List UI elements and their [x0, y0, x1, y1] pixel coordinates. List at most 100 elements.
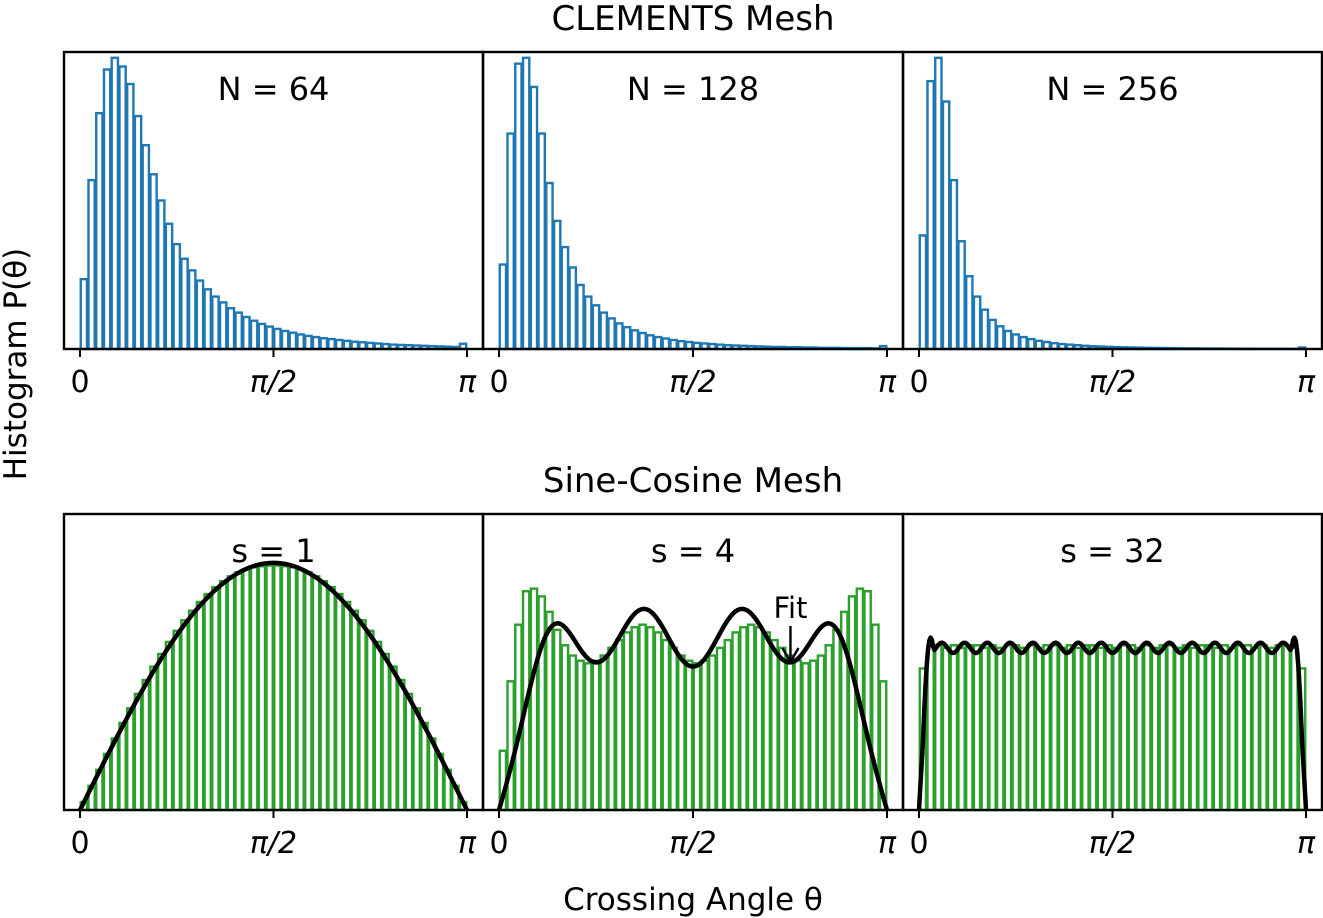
histogram-bar	[296, 568, 305, 812]
histogram-bar	[785, 654, 795, 812]
histogram-bar	[995, 646, 1005, 812]
histogram-bar	[265, 325, 274, 351]
histogram-bar	[560, 644, 570, 812]
panel-1: N = 64 0 π/2 π	[62, 50, 485, 400]
histogram-bar	[311, 335, 321, 351]
histogram-bar	[1019, 646, 1028, 812]
histogram-bar	[645, 334, 655, 351]
histogram-bar	[934, 644, 943, 812]
histogram-bar	[319, 337, 329, 351]
histogram-bar	[1251, 646, 1261, 812]
histogram-bar	[257, 322, 267, 351]
histogram-bar	[1026, 337, 1036, 351]
histogram-bar	[514, 62, 523, 351]
panel-title: s = 4	[651, 532, 735, 570]
histogram-bar	[102, 68, 112, 351]
histogram-bar	[661, 638, 671, 812]
histogram-bar	[1173, 646, 1183, 812]
histogram-bar	[645, 626, 655, 812]
histogram-bar	[141, 678, 151, 812]
histogram-bar	[934, 56, 943, 351]
histogram-bar	[607, 317, 616, 351]
histogram-bar	[1135, 646, 1144, 812]
histogram-bar	[396, 678, 406, 812]
histogram-bar	[847, 595, 857, 812]
x-tick-label: π/2	[669, 365, 716, 400]
x-tick-label: π	[458, 365, 477, 400]
histogram-bar	[1011, 644, 1021, 812]
histogram-bar	[677, 654, 686, 812]
histogram-bar	[832, 628, 841, 812]
histogram-bar	[576, 659, 585, 812]
histogram-bar	[1119, 644, 1129, 812]
histogram-bar	[529, 587, 539, 812]
row-title-sine-cosine: Sine-Cosine Mesh	[543, 461, 843, 501]
histogram-bar	[350, 609, 360, 812]
histogram-bar	[1096, 646, 1106, 812]
histogram-bar	[273, 327, 282, 351]
histogram-bar	[1204, 644, 1214, 812]
x-tick-label: 0	[70, 826, 89, 861]
histogram-bar	[1019, 335, 1028, 351]
histogram-bar	[715, 646, 725, 812]
histogram-bar	[661, 337, 671, 351]
histogram-bar	[614, 638, 624, 812]
histogram-bar	[808, 659, 818, 812]
histogram-bar	[234, 570, 243, 812]
histogram-bar	[373, 640, 383, 812]
panel-5: Fit s = 4 0 π/2 π	[481, 512, 905, 861]
histogram-bar	[972, 295, 982, 351]
histogram-bar	[257, 565, 267, 812]
histogram-bar	[164, 640, 174, 812]
histogram-bar	[576, 283, 585, 351]
histogram-bar	[365, 629, 375, 812]
histogram-bar	[273, 564, 282, 812]
histogram-bar	[949, 644, 959, 812]
x-tick-label: π	[878, 365, 897, 400]
histogram-bar	[172, 629, 182, 812]
x-tick-label: π/2	[1089, 826, 1136, 861]
histogram-bar	[327, 337, 336, 351]
histogram-bar	[125, 82, 135, 351]
histogram-bar	[552, 219, 562, 351]
histogram-bar	[311, 575, 321, 812]
histogram-bar	[1003, 644, 1013, 812]
histogram-bar	[1042, 644, 1052, 812]
panel-3: N = 256 0 π/2 π	[901, 50, 1323, 400]
histogram-bar	[288, 566, 298, 812]
histogram-bar	[918, 234, 928, 351]
histogram-bar	[731, 631, 741, 812]
fit-annotation-arrow-head	[781, 647, 800, 665]
histogram-bar	[304, 570, 313, 812]
histogram-bar	[342, 600, 352, 812]
fit-curve	[496, 606, 890, 811]
histogram-bar	[583, 295, 593, 351]
histogram-bar	[980, 646, 990, 812]
histogram-bar	[723, 638, 733, 812]
panel-title: N = 128	[627, 70, 759, 108]
histogram-bar	[1266, 646, 1276, 812]
histogram-bar	[118, 721, 127, 812]
histogram-bar	[118, 65, 127, 351]
histogram-bar	[1181, 644, 1191, 812]
histogram-bar	[211, 295, 220, 351]
histogram-bar	[964, 275, 974, 351]
histogram-bar	[669, 338, 678, 351]
histogram-bar	[358, 619, 367, 812]
histogram-bar	[125, 707, 135, 812]
histogram-bar	[1050, 644, 1059, 812]
histogram-bar	[684, 659, 694, 812]
x-tick-label: π/2	[250, 826, 297, 861]
histogram-bar	[1034, 646, 1044, 812]
histogram-bar	[195, 600, 205, 812]
panel-title: N = 256	[1046, 70, 1178, 108]
x-tick-label: 0	[489, 826, 508, 861]
histogram-bar	[746, 623, 756, 812]
x-tick-label: π/2	[669, 826, 716, 861]
histogram-bar	[638, 331, 647, 351]
histogram-bar	[545, 181, 554, 351]
histogram-bar	[195, 279, 205, 351]
histogram-bar	[824, 644, 834, 812]
